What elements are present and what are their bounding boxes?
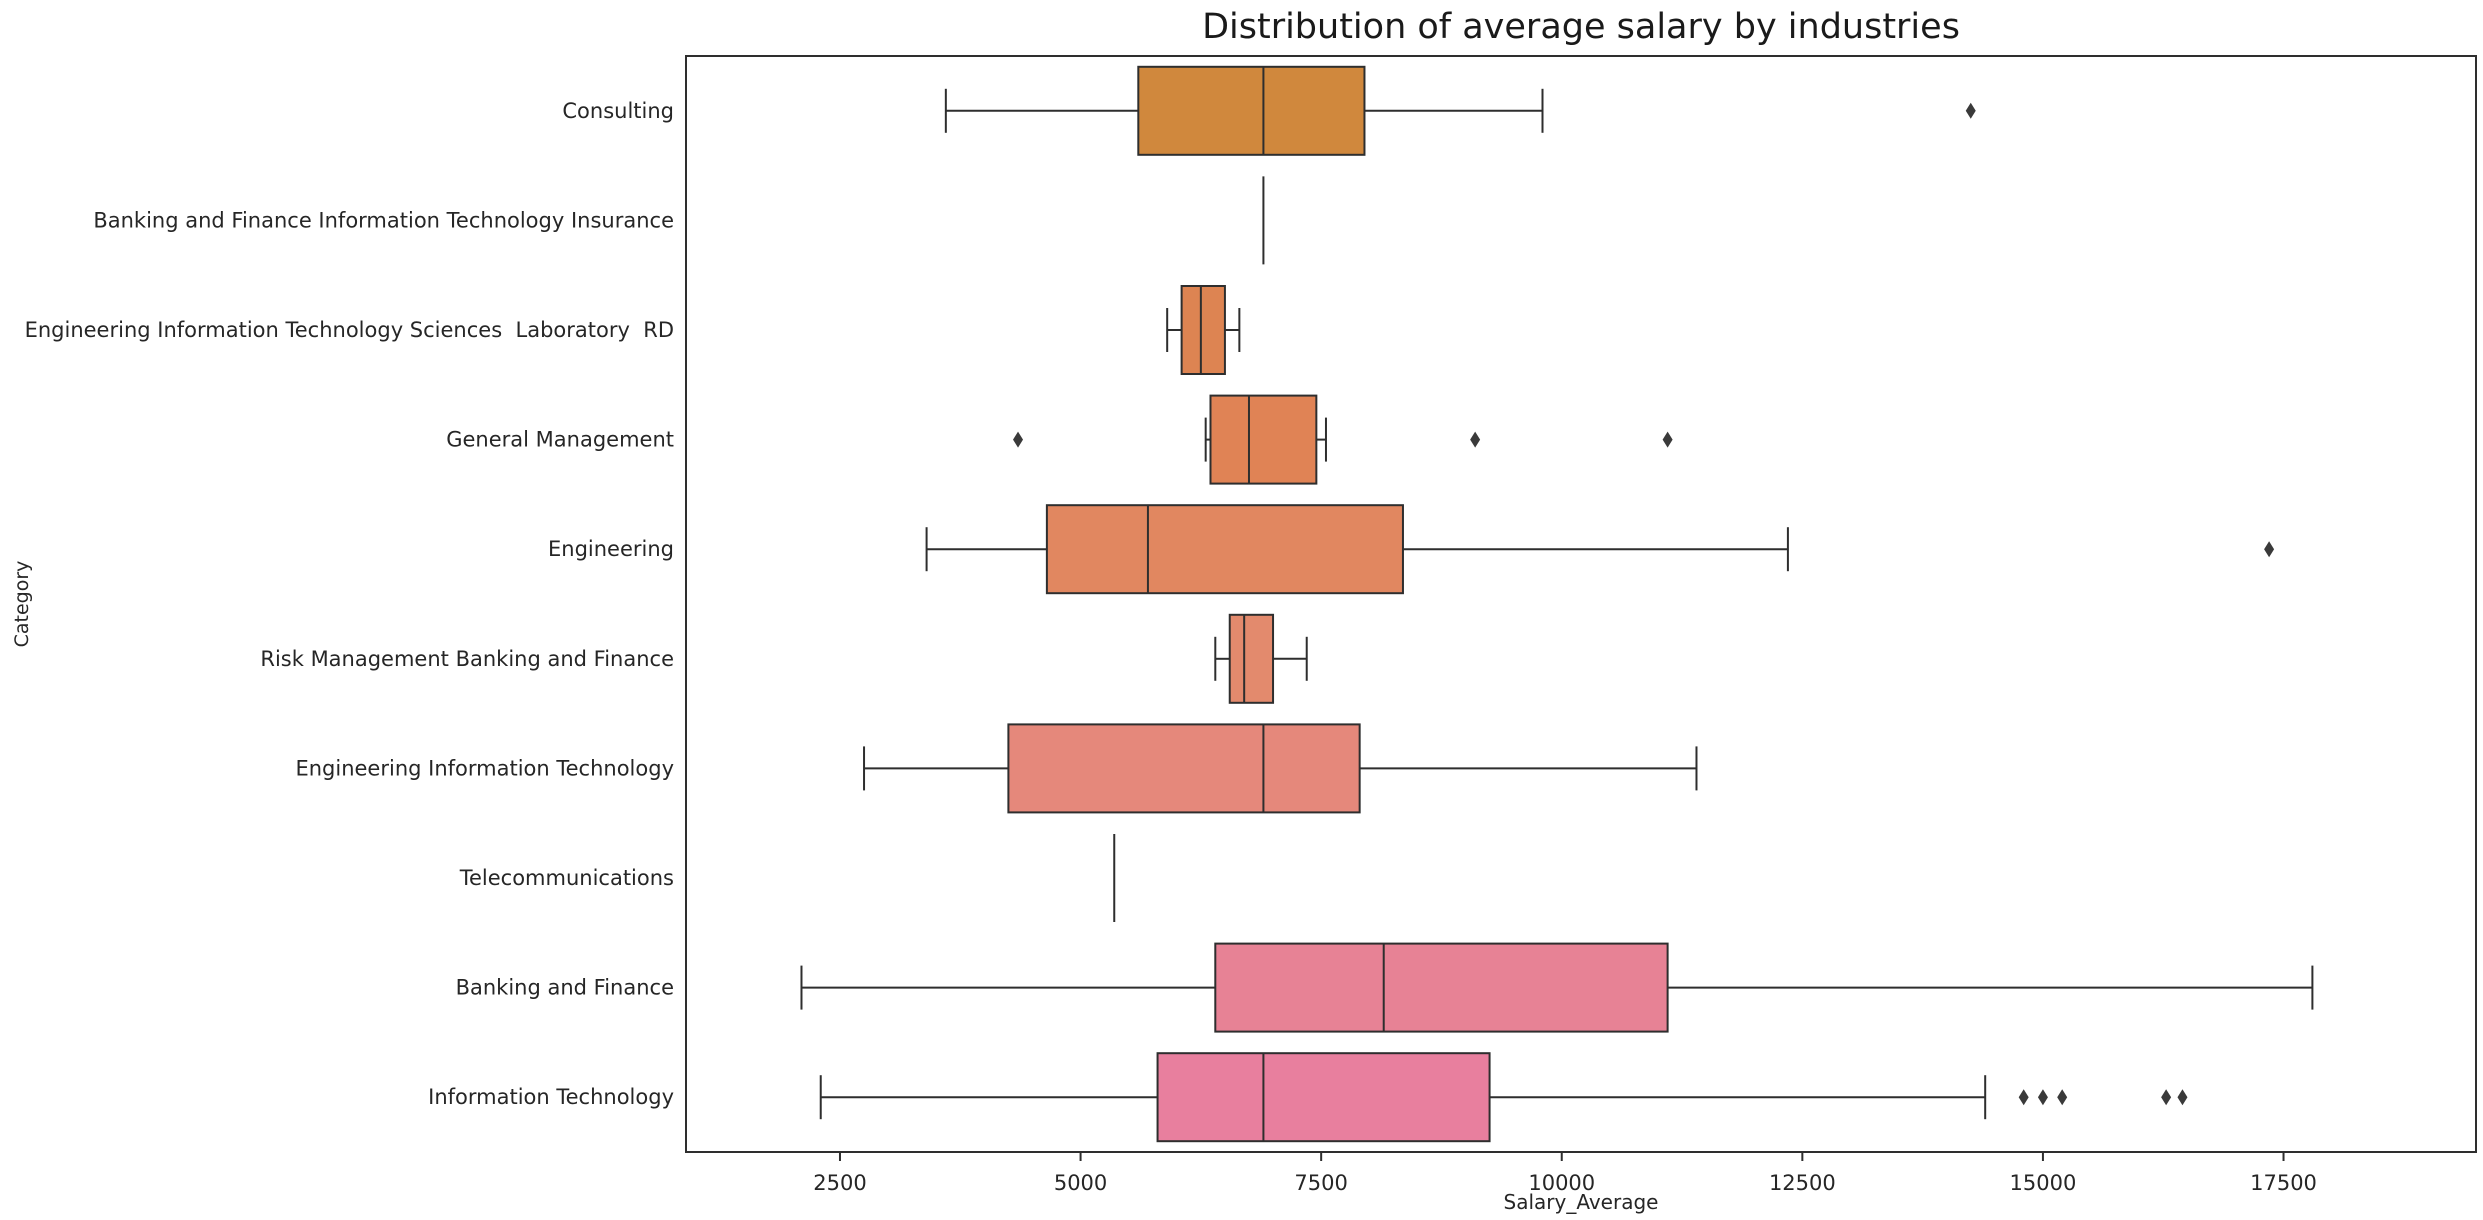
- iqr-box: [1045, 504, 1404, 595]
- category-label-engineering-information-technology-sciences-laboratory-rd: Engineering Information Technology Scien…: [25, 318, 674, 342]
- outlier-diamond: [1013, 431, 1024, 448]
- boxplot-engineering-information-technology-sciences-laboratory-rd: [1166, 285, 1241, 375]
- category-label-telecommunications: Telecommunications: [459, 866, 674, 890]
- boxplot-general-management: [1013, 394, 1673, 485]
- outlier-diamond: [2037, 1089, 2048, 1106]
- plot-border: [685, 55, 2477, 1153]
- category-label-information-technology: Information Technology: [428, 1085, 674, 1109]
- outlier-diamond: [2177, 1089, 2188, 1106]
- outlier-diamond: [1965, 102, 1976, 119]
- boxplot-engineering-information-technology: [863, 723, 1698, 814]
- boxplot-risk-management-banking-and-finance: [1214, 613, 1308, 704]
- iqr-box: [1228, 613, 1275, 704]
- boxplot-consulting: [944, 65, 1976, 156]
- category-label-banking-and-finance-information-technology-insurance: Banking and Finance Information Technolo…: [93, 208, 674, 232]
- chart-title: Distribution of average salary by indust…: [1202, 7, 1960, 47]
- boxplot-banking-and-finance: [800, 942, 2314, 1033]
- category-label-general-management: General Management: [446, 428, 674, 452]
- iqr-box: [1209, 394, 1318, 485]
- x-axis-label: Salary_Average: [1503, 1190, 1659, 1214]
- iqr-box: [1214, 942, 1669, 1033]
- outlier-diamond: [1662, 431, 1673, 448]
- category-label-engineering: Engineering: [548, 537, 674, 561]
- category-label-banking-and-finance: Banking and Finance: [456, 976, 674, 1000]
- iqr-box: [1137, 65, 1366, 156]
- outlier-diamond: [2018, 1089, 2029, 1106]
- category-label-consulting: Consulting: [562, 99, 674, 123]
- x-tick-label: 17500: [2250, 1171, 2317, 1195]
- x-tick-label: 12500: [1769, 1171, 1836, 1195]
- x-tick-label: 10000: [1528, 1171, 1595, 1195]
- iqr-box: [1007, 723, 1361, 814]
- outlier-diamond: [2161, 1089, 2172, 1106]
- x-tick-label: 15000: [2010, 1171, 2077, 1195]
- x-tick-label: 2500: [813, 1171, 866, 1195]
- category-label-engineering-information-technology: Engineering Information Technology: [295, 756, 674, 780]
- boxplot-information-technology: [819, 1052, 2188, 1143]
- x-tick-label: 5000: [1054, 1171, 1107, 1195]
- iqr-box: [1156, 1052, 1491, 1143]
- outlier-diamond: [2057, 1089, 2068, 1106]
- category-label-risk-management-banking-and-finance: Risk Management Banking and Finance: [260, 647, 674, 671]
- outlier-diamond: [2264, 541, 2275, 558]
- outlier-diamond: [1470, 431, 1481, 448]
- iqr-box: [1180, 285, 1226, 375]
- x-tick-label: 7500: [1294, 1171, 1347, 1195]
- boxplot-engineering: [925, 504, 2275, 595]
